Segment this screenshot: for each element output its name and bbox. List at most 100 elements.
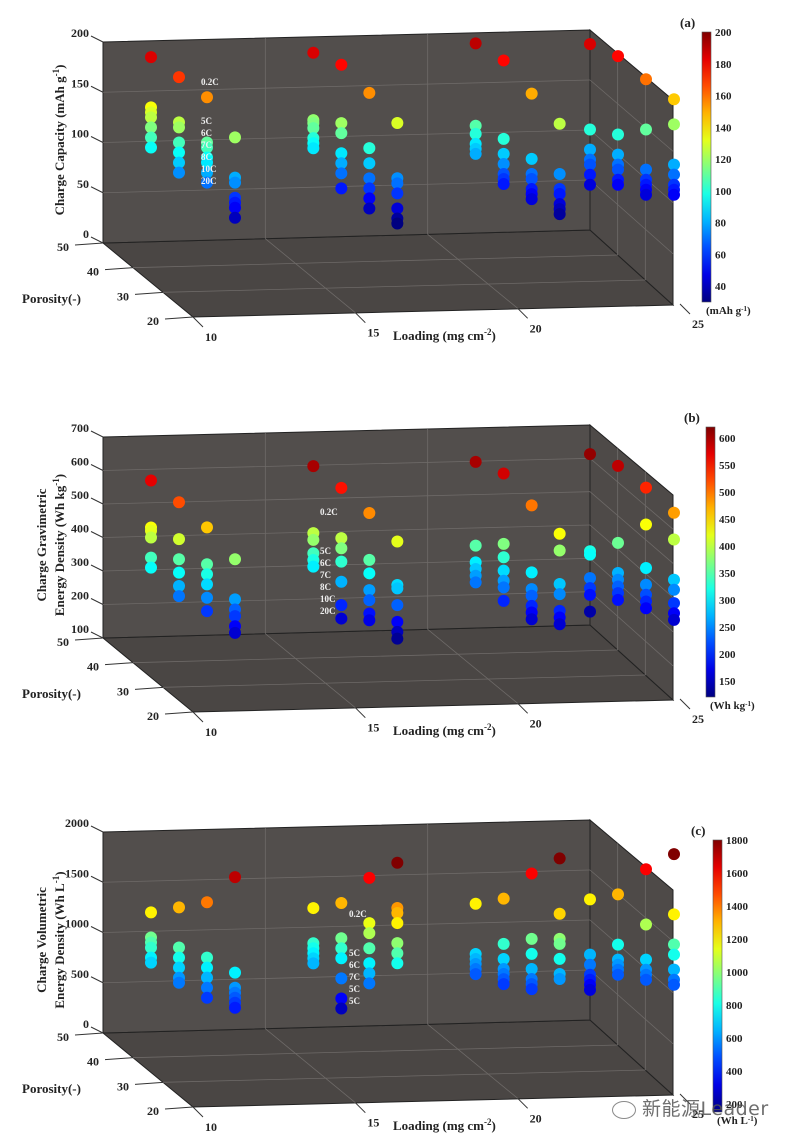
y-tick-mark <box>74 1032 104 1036</box>
data-point <box>201 166 213 179</box>
colorbar-unit-sup: -1 <box>745 700 751 708</box>
data-point <box>307 122 320 135</box>
x-axis-label-sup: -2 <box>484 327 492 337</box>
panel-tag: (a) <box>680 15 695 30</box>
data-point <box>229 201 241 214</box>
floor-plane <box>101 1019 675 1108</box>
data-point <box>525 499 538 512</box>
panel-tag: (c) <box>691 823 705 838</box>
data-point <box>173 136 185 149</box>
panel-c: 0 500 1000 1500 2000 20 30 40 50 10 15 20 25 Loading … <box>22 816 758 1134</box>
data-point <box>201 591 213 604</box>
floor-plane <box>101 624 675 713</box>
colorbar-tick-label: 100 <box>715 186 732 198</box>
y-tick-label: 40 <box>87 265 99 279</box>
colorbar-tick-label: 40 <box>715 281 727 293</box>
y-tick-mark <box>134 1081 164 1085</box>
gridline-floor-y <box>132 649 618 664</box>
gridline-z <box>102 869 591 883</box>
data-point <box>668 573 680 586</box>
y-tick-mark <box>164 711 194 715</box>
data-point <box>497 937 510 950</box>
x-tick-label: 20 <box>530 321 542 335</box>
data-point <box>173 566 185 579</box>
data-point <box>640 163 652 176</box>
colorbar-unit-end: ) <box>754 1115 758 1127</box>
data-point <box>201 156 213 169</box>
data-point <box>229 553 241 566</box>
gridline-z-side <box>589 969 674 1045</box>
gridline-floor-x <box>427 629 518 704</box>
data-point <box>525 947 538 960</box>
z-tick-mark <box>90 564 104 572</box>
data-point <box>363 871 376 884</box>
data-point <box>640 863 652 876</box>
data-point <box>335 147 348 160</box>
data-point <box>469 539 482 552</box>
data-point <box>497 54 510 67</box>
data-point <box>391 117 404 130</box>
y-tick-mark <box>74 242 104 246</box>
data-point <box>201 568 213 581</box>
z-tick-mark <box>90 631 104 639</box>
colorbar-tick-label: 200 <box>726 1099 743 1111</box>
data-point <box>497 132 510 145</box>
gridline-floor-x <box>427 234 518 309</box>
data-point <box>640 578 652 591</box>
data-point <box>668 118 680 131</box>
y-tick-mark <box>104 662 134 666</box>
data-point <box>668 963 680 976</box>
panel-a: 0 50 100 150 200 20 30 40 50 10 15 20 25 Loading (mg … <box>22 15 751 344</box>
data-point <box>145 111 157 124</box>
colorbar-tick-label: 800 <box>726 1000 743 1012</box>
y-tick-label: 20 <box>147 709 159 723</box>
data-point <box>173 961 185 974</box>
rate-label: 7C <box>320 570 331 580</box>
data-point <box>612 459 624 472</box>
rate-label: 20C <box>320 606 336 616</box>
data-point <box>640 602 652 615</box>
gridline-floor-y <box>162 674 646 688</box>
data-point <box>525 589 538 602</box>
data-point <box>553 188 566 201</box>
data-point <box>173 121 185 134</box>
data-point <box>640 123 652 136</box>
data-point <box>612 50 624 63</box>
data-point <box>335 127 348 140</box>
data-point <box>553 973 566 986</box>
data-point <box>640 188 652 201</box>
y-tick-label: 50 <box>57 635 69 649</box>
colorbar-tick-label: 1200 <box>726 934 749 946</box>
rate-label: 7C <box>201 140 212 150</box>
data-point <box>553 117 566 130</box>
data-point <box>173 580 185 593</box>
data-point <box>335 992 348 1005</box>
y-tick-label: 20 <box>147 314 159 328</box>
colorbar-tick-label: 350 <box>719 568 736 580</box>
z-tick-label: 1500 <box>65 866 89 880</box>
gridline-z-side <box>589 558 674 632</box>
data-point <box>553 852 566 865</box>
data-point <box>668 93 680 106</box>
y-tick-mark <box>104 1057 134 1061</box>
y-axis-label: Porosity(-) <box>22 291 81 306</box>
x-axis-label: Loading (mg cm-2) <box>393 1117 496 1133</box>
data-point <box>497 467 510 480</box>
data-point <box>201 991 213 1004</box>
data-point <box>201 176 213 189</box>
data-point <box>584 958 596 971</box>
data-point <box>469 37 482 50</box>
data-point <box>584 572 596 585</box>
data-point <box>307 142 320 155</box>
x-axis-label-end: ) <box>492 1118 496 1133</box>
rate-label-0.2C: 0.2C <box>320 507 338 517</box>
data-point <box>612 888 624 901</box>
x-tick-label: 25 <box>692 712 704 726</box>
y-tick-label: 50 <box>57 240 69 254</box>
data-point <box>335 182 348 195</box>
data-point <box>307 460 320 473</box>
x-axis-label-sup: -2 <box>484 722 492 732</box>
colorbar <box>712 839 723 1113</box>
data-point <box>307 46 320 59</box>
panel-b: 100 200 300 400 500 600 700 20 30 40 50 10 15 20 25 Loa… <box>22 410 755 739</box>
